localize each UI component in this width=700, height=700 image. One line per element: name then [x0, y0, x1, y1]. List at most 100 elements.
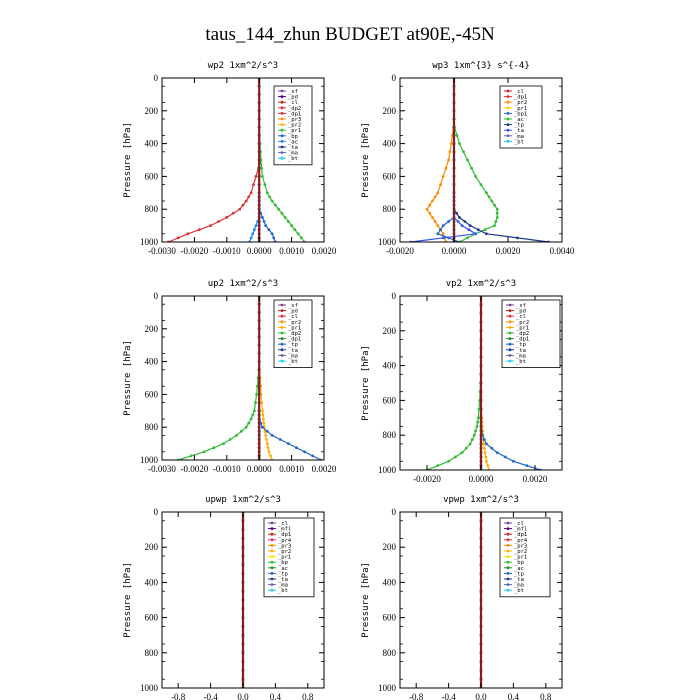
y-tick-label: 800 [145, 422, 159, 432]
x-tick-label: 0.0000 [442, 246, 467, 256]
legend-label: _pr1 [516, 325, 529, 331]
series-point [189, 454, 193, 458]
chart-panels: wp2 1xm^2/s^3 Pressure [hPa] 0 200 400 600 800… [123, 61, 575, 700]
x-tick-label: -0.8 [409, 692, 424, 700]
legend-marker [508, 342, 512, 346]
series-point [186, 232, 190, 236]
series-point [268, 195, 272, 199]
series-point [228, 438, 232, 441]
series-point [494, 220, 498, 223]
y-tick-label: 800 [383, 648, 397, 658]
legend-label: _pr1 [514, 106, 527, 112]
series-point [261, 216, 264, 219]
y-tick-label: 1000 [378, 683, 397, 693]
series-group [479, 512, 483, 688]
series-point [441, 224, 445, 228]
legend-label: _cl [514, 521, 524, 527]
x-tick-label: -0.0020 [413, 474, 441, 484]
series-point [431, 199, 434, 203]
series-point [261, 175, 264, 178]
legend-marker [280, 128, 284, 132]
legend-label: _cl [288, 314, 298, 320]
series-point [176, 236, 180, 240]
series-point [274, 203, 277, 207]
series-point [493, 203, 496, 207]
chart-panel: wp2 1xm^2/s^3 Pressure [hPa] 0 200 400 600 800… [123, 61, 337, 256]
series-point [487, 195, 491, 199]
legend-marker [280, 156, 284, 160]
series-point [447, 158, 450, 162]
legend-marker [506, 106, 510, 110]
series-group [176, 296, 323, 460]
legend-marker [508, 337, 512, 340]
legend-label: _ma [516, 353, 526, 359]
series-point [495, 216, 499, 219]
series-point [262, 421, 266, 425]
series-point [462, 150, 465, 154]
panel-title: up2 1xm^2/s^3 [208, 279, 278, 289]
legend-marker [280, 348, 284, 352]
legend-label: _tp [514, 123, 524, 129]
y-axis-label: Pressure [hPa] [361, 122, 371, 198]
y-tick-label: 1000 [140, 683, 159, 693]
legend-label: _sf [288, 89, 298, 95]
legend-marker [508, 359, 512, 363]
legend-label: _pr2 [278, 549, 291, 555]
series-point [295, 446, 298, 450]
series-point [249, 236, 253, 240]
series-point [495, 451, 499, 454]
legend-label: _cl [516, 314, 526, 320]
y-axis-label: Pressure [hPa] [361, 562, 371, 638]
legend-label: _tp [514, 571, 524, 577]
y-tick-label: 800 [145, 648, 159, 658]
x-tick-label: 0.0010 [279, 246, 304, 256]
legend-label: _bt [514, 139, 524, 145]
legend-label: _ma [288, 353, 298, 359]
x-tick-label: 0.0020 [496, 246, 521, 256]
x-tick-label: -0.8 [171, 692, 186, 700]
legend-label: _pr1 [514, 555, 527, 561]
series-point [449, 142, 453, 146]
series-point [428, 203, 432, 207]
series-point [264, 434, 268, 437]
legend-marker [270, 538, 274, 542]
y-axis-label: Pressure [hPa] [123, 562, 133, 638]
legend-label: _pr4 [514, 538, 528, 544]
series-point [441, 175, 445, 178]
legend-marker [506, 140, 510, 143]
series-point [436, 224, 440, 228]
series-point [252, 228, 256, 232]
series-line [178, 296, 260, 460]
series-point [254, 175, 258, 178]
legend-label: _tp [516, 342, 526, 348]
x-tick-label: 0.0 [237, 692, 249, 700]
y-tick-label: 600 [145, 613, 159, 623]
series-point [255, 393, 259, 396]
legend-label: _pr2 [514, 549, 527, 555]
series-point [466, 236, 469, 240]
series-point [482, 438, 486, 441]
series-point [272, 236, 276, 240]
series-point [503, 455, 507, 459]
series-point [260, 401, 264, 404]
series-point [467, 228, 471, 232]
series-point [455, 134, 459, 137]
x-tick-label: 0.0020 [523, 474, 548, 484]
legend-marker [506, 123, 510, 126]
legend-marker [280, 331, 284, 335]
series-point [209, 224, 213, 228]
legend-marker [280, 303, 284, 307]
series-point [260, 166, 264, 170]
series-point [293, 228, 297, 232]
y-tick-label: 200 [383, 542, 397, 552]
legend-box [501, 299, 561, 368]
series-point [197, 228, 201, 232]
y-axis-label: Pressure [hPa] [123, 122, 133, 198]
legend-marker [508, 303, 512, 307]
series-point [277, 207, 281, 211]
series-point [479, 183, 483, 187]
legend-label: _bt [288, 359, 298, 365]
series-line [426, 296, 482, 470]
x-tick-label: -0.4 [203, 692, 218, 700]
legend-label: _pr3 [278, 543, 291, 549]
